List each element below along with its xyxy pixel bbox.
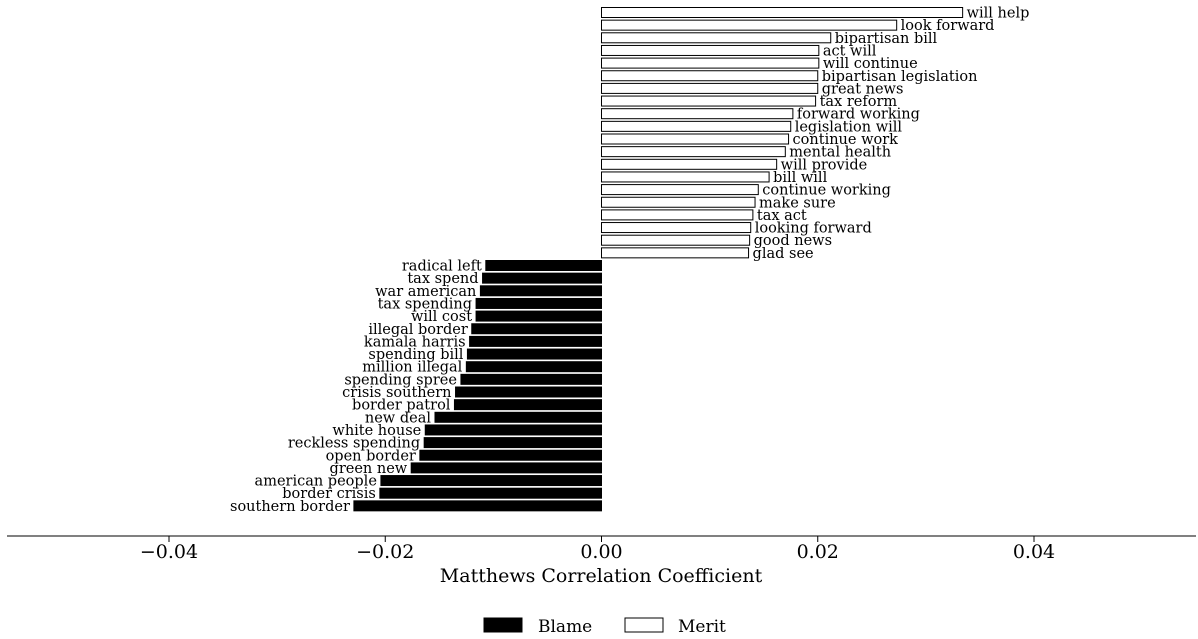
bar-label: spending bill bbox=[368, 347, 463, 363]
bar-label: looking forward bbox=[755, 221, 872, 237]
bar-merit-tax-act bbox=[601, 209, 754, 221]
blame-bars bbox=[353, 260, 603, 512]
merit-bars bbox=[601, 7, 964, 259]
legend-label-merit: Merit bbox=[678, 617, 726, 637]
bar-label: border crisis bbox=[282, 486, 376, 502]
bar-label: tax spend bbox=[407, 271, 478, 287]
bar-merit-will-help bbox=[601, 7, 964, 18]
x-tick-label: −0.02 bbox=[356, 541, 414, 563]
legend-swatch-merit bbox=[624, 617, 664, 633]
bar-blame-southern-border bbox=[353, 500, 603, 512]
bar-blame-tax-spend bbox=[482, 272, 602, 284]
bar-blame-kamala-harris bbox=[469, 335, 602, 347]
bar-label: legislation will bbox=[795, 119, 903, 135]
bar-blame-spending-spree bbox=[460, 373, 602, 385]
bar-blame-open-border bbox=[419, 449, 602, 461]
bar-label: glad see bbox=[753, 246, 814, 262]
bar-blame-tax-spending bbox=[475, 297, 603, 309]
bar-label: spending spree bbox=[344, 372, 457, 388]
bar-label: continue work bbox=[793, 132, 899, 148]
bar-label: great news bbox=[822, 81, 904, 97]
bar-label: look forward bbox=[901, 18, 995, 34]
bar-label: white house bbox=[332, 423, 421, 439]
bar-merit-bill-will bbox=[601, 171, 770, 183]
bar-blame-new-deal bbox=[434, 411, 602, 423]
bar-merit-will-continue bbox=[601, 57, 820, 69]
bar-merit-bipartisan-bill bbox=[601, 32, 832, 44]
bar-merit-bipartisan-legislation bbox=[601, 70, 819, 82]
bar-label: reckless spending bbox=[288, 436, 420, 452]
bar-merit-good-news bbox=[601, 234, 751, 246]
bar-label: bipartisan legislation bbox=[822, 69, 978, 85]
bar-merit-legislation-will bbox=[601, 120, 792, 132]
bar-label: act will bbox=[823, 43, 877, 59]
legend: Blame Merit bbox=[483, 617, 726, 637]
bar-merit-mental-health bbox=[601, 146, 786, 158]
bar-blame-american-people bbox=[380, 475, 603, 487]
bar-label: good news bbox=[754, 233, 832, 249]
bar-label: american people bbox=[255, 474, 377, 490]
bar-label: southern border bbox=[230, 499, 350, 515]
x-tick-label: 0.02 bbox=[797, 541, 839, 563]
bar-label: will help bbox=[967, 6, 1030, 22]
x-axis-title: Matthews Correlation Coefficient bbox=[440, 565, 763, 587]
bar-merit-continue-working bbox=[601, 184, 759, 196]
bar-label: make sure bbox=[759, 195, 836, 211]
bar-blame-reckless-spending bbox=[423, 437, 603, 449]
bar-label: kamala harris bbox=[364, 334, 466, 350]
x-tick-label: −0.04 bbox=[140, 541, 198, 563]
bar-blame-border-crisis bbox=[379, 487, 602, 499]
bar-blame-will-cost bbox=[475, 310, 603, 322]
bar-label: will continue bbox=[823, 56, 918, 72]
bar-label: bipartisan bill bbox=[835, 31, 938, 47]
bar-blame-million-illegal bbox=[465, 361, 602, 373]
x-tick-label: 0.00 bbox=[580, 541, 622, 563]
bar-merit-forward-working bbox=[601, 108, 794, 120]
legend-label-blame: Blame bbox=[538, 617, 592, 637]
bar-merit-act-will bbox=[601, 44, 820, 56]
bar-label: border patrol bbox=[352, 398, 451, 414]
bar-label: continue working bbox=[762, 183, 891, 199]
bar-label: new deal bbox=[365, 410, 431, 426]
bar-blame-green-new bbox=[410, 462, 603, 474]
bar-label: radical left bbox=[402, 259, 482, 275]
bar-blame-white-house bbox=[424, 424, 603, 436]
bar-label: tax reform bbox=[820, 94, 898, 110]
bar-blame-radical-left bbox=[485, 260, 602, 271]
legend-swatch-blame bbox=[483, 617, 523, 633]
bar-merit-looking-forward bbox=[601, 222, 752, 234]
bar-merit-look-forward bbox=[601, 19, 898, 31]
bar-label: will provide bbox=[781, 157, 868, 173]
bar-label: will cost bbox=[411, 309, 472, 325]
bar-blame-war-american bbox=[479, 285, 602, 297]
bar-merit-great-news bbox=[601, 82, 819, 94]
bar-label: tax spending bbox=[378, 296, 472, 312]
bar-label: green new bbox=[330, 461, 408, 477]
bar-merit-continue-work bbox=[601, 133, 790, 145]
bar-blame-spending-bill bbox=[466, 348, 602, 360]
bar-label: forward working bbox=[797, 107, 920, 123]
x-axis-ticks: −0.04 −0.02 0.00 0.02 0.04 bbox=[140, 536, 1055, 563]
bar-merit-tax-reform bbox=[601, 95, 817, 107]
bar-label: mental health bbox=[789, 145, 891, 161]
x-tick-label: 0.04 bbox=[1013, 541, 1055, 563]
bar-label: million illegal bbox=[362, 360, 462, 376]
bar-blame-crisis-southern bbox=[455, 386, 602, 398]
bar-blame-border-patrol bbox=[453, 399, 603, 411]
bar-label: illegal border bbox=[368, 322, 467, 338]
bar-label: war american bbox=[375, 284, 476, 300]
bar-merit-make-sure bbox=[601, 196, 756, 208]
bar-merit-glad-see bbox=[601, 247, 750, 259]
bar-blame-illegal-border bbox=[471, 323, 602, 335]
bar-label: open border bbox=[326, 448, 416, 464]
bar-merit-will-provide bbox=[601, 158, 778, 170]
bar-label: bill will bbox=[773, 170, 827, 186]
bar-label: tax act bbox=[757, 208, 807, 224]
bar-label: crisis southern bbox=[342, 385, 451, 401]
